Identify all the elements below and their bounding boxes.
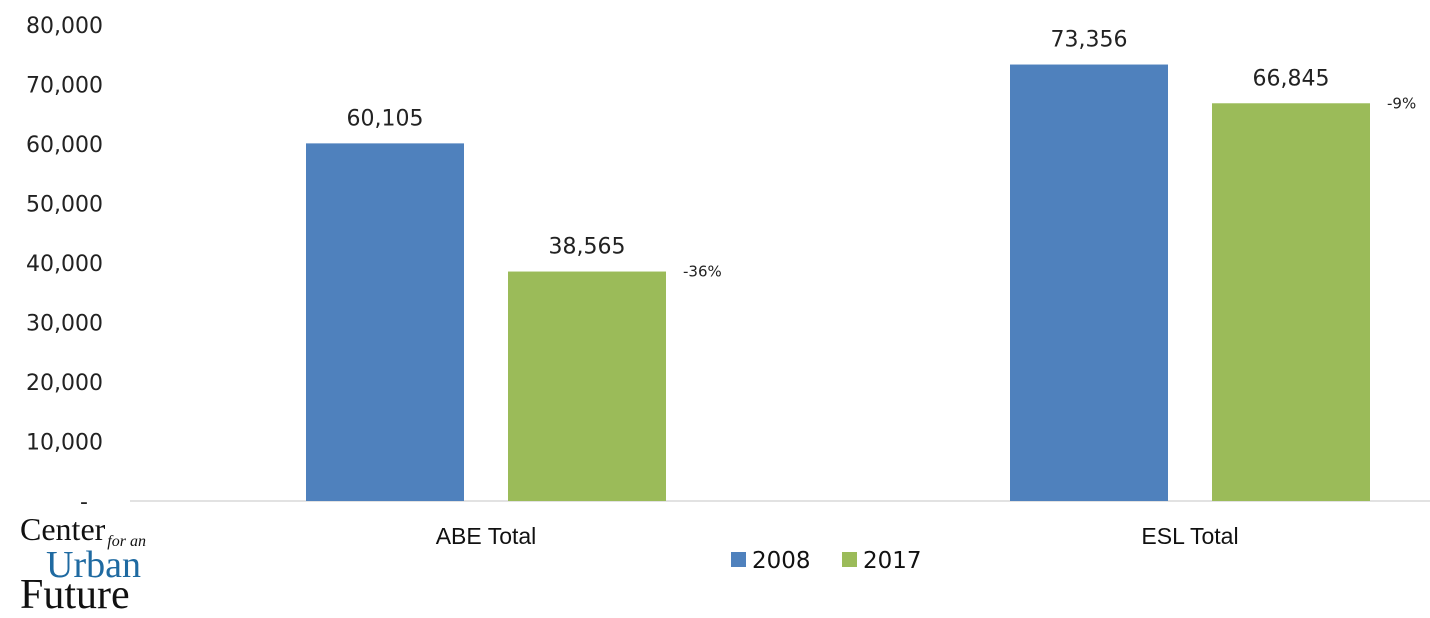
legend-swatch-2008 bbox=[731, 552, 746, 567]
x-tick-label: ESL Total bbox=[1141, 523, 1238, 549]
y-tick-label: - bbox=[80, 490, 88, 515]
bar-2008-1 bbox=[1010, 64, 1168, 501]
bar-2017-1 bbox=[1212, 103, 1370, 501]
bars bbox=[306, 64, 1370, 501]
bar-2017-0 bbox=[508, 271, 666, 501]
legend-label: 2008 bbox=[752, 548, 811, 574]
y-tick-label: 20,000 bbox=[26, 371, 103, 396]
logo-line-center: Center for an bbox=[20, 511, 146, 550]
data-labels: 60,105 38,565 -36% 73,356 66,845 -9% bbox=[347, 28, 1417, 281]
y-tick-label: 60,000 bbox=[26, 133, 103, 158]
percent-change-label: -9% bbox=[1387, 94, 1416, 112]
data-label: 66,845 bbox=[1253, 66, 1330, 91]
y-tick-label: 50,000 bbox=[26, 193, 103, 218]
bar-2008-0 bbox=[306, 143, 464, 501]
y-tick-label: 40,000 bbox=[26, 252, 103, 277]
y-tick-label: 80,000 bbox=[26, 14, 103, 39]
center-for-an-urban-future-logo: Center for an Urban Future bbox=[20, 511, 195, 616]
data-label: 73,356 bbox=[1051, 28, 1128, 53]
logo-line-for-an: for an bbox=[107, 533, 146, 550]
x-tick-label: ABE Total bbox=[436, 523, 537, 549]
y-tick-label: 70,000 bbox=[26, 74, 103, 99]
y-tick-label: 30,000 bbox=[26, 312, 103, 337]
legend-label: 2017 bbox=[863, 548, 922, 574]
legend: 2008 2017 bbox=[731, 548, 922, 574]
y-tick-label: 10,000 bbox=[26, 431, 103, 456]
x-axis-labels: ABE Total ESL Total bbox=[436, 523, 1239, 549]
logo-line-urban: Urban bbox=[46, 544, 141, 586]
y-axis-ticks: - 10,000 20,000 30,000 40,000 50,000 60,000 70,… bbox=[26, 14, 103, 515]
data-label: 60,105 bbox=[347, 106, 424, 131]
logo-line-future: Future bbox=[20, 572, 130, 618]
percent-change-label: -36% bbox=[683, 263, 722, 281]
data-label: 38,565 bbox=[549, 235, 626, 260]
legend-swatch-2017 bbox=[842, 552, 857, 567]
